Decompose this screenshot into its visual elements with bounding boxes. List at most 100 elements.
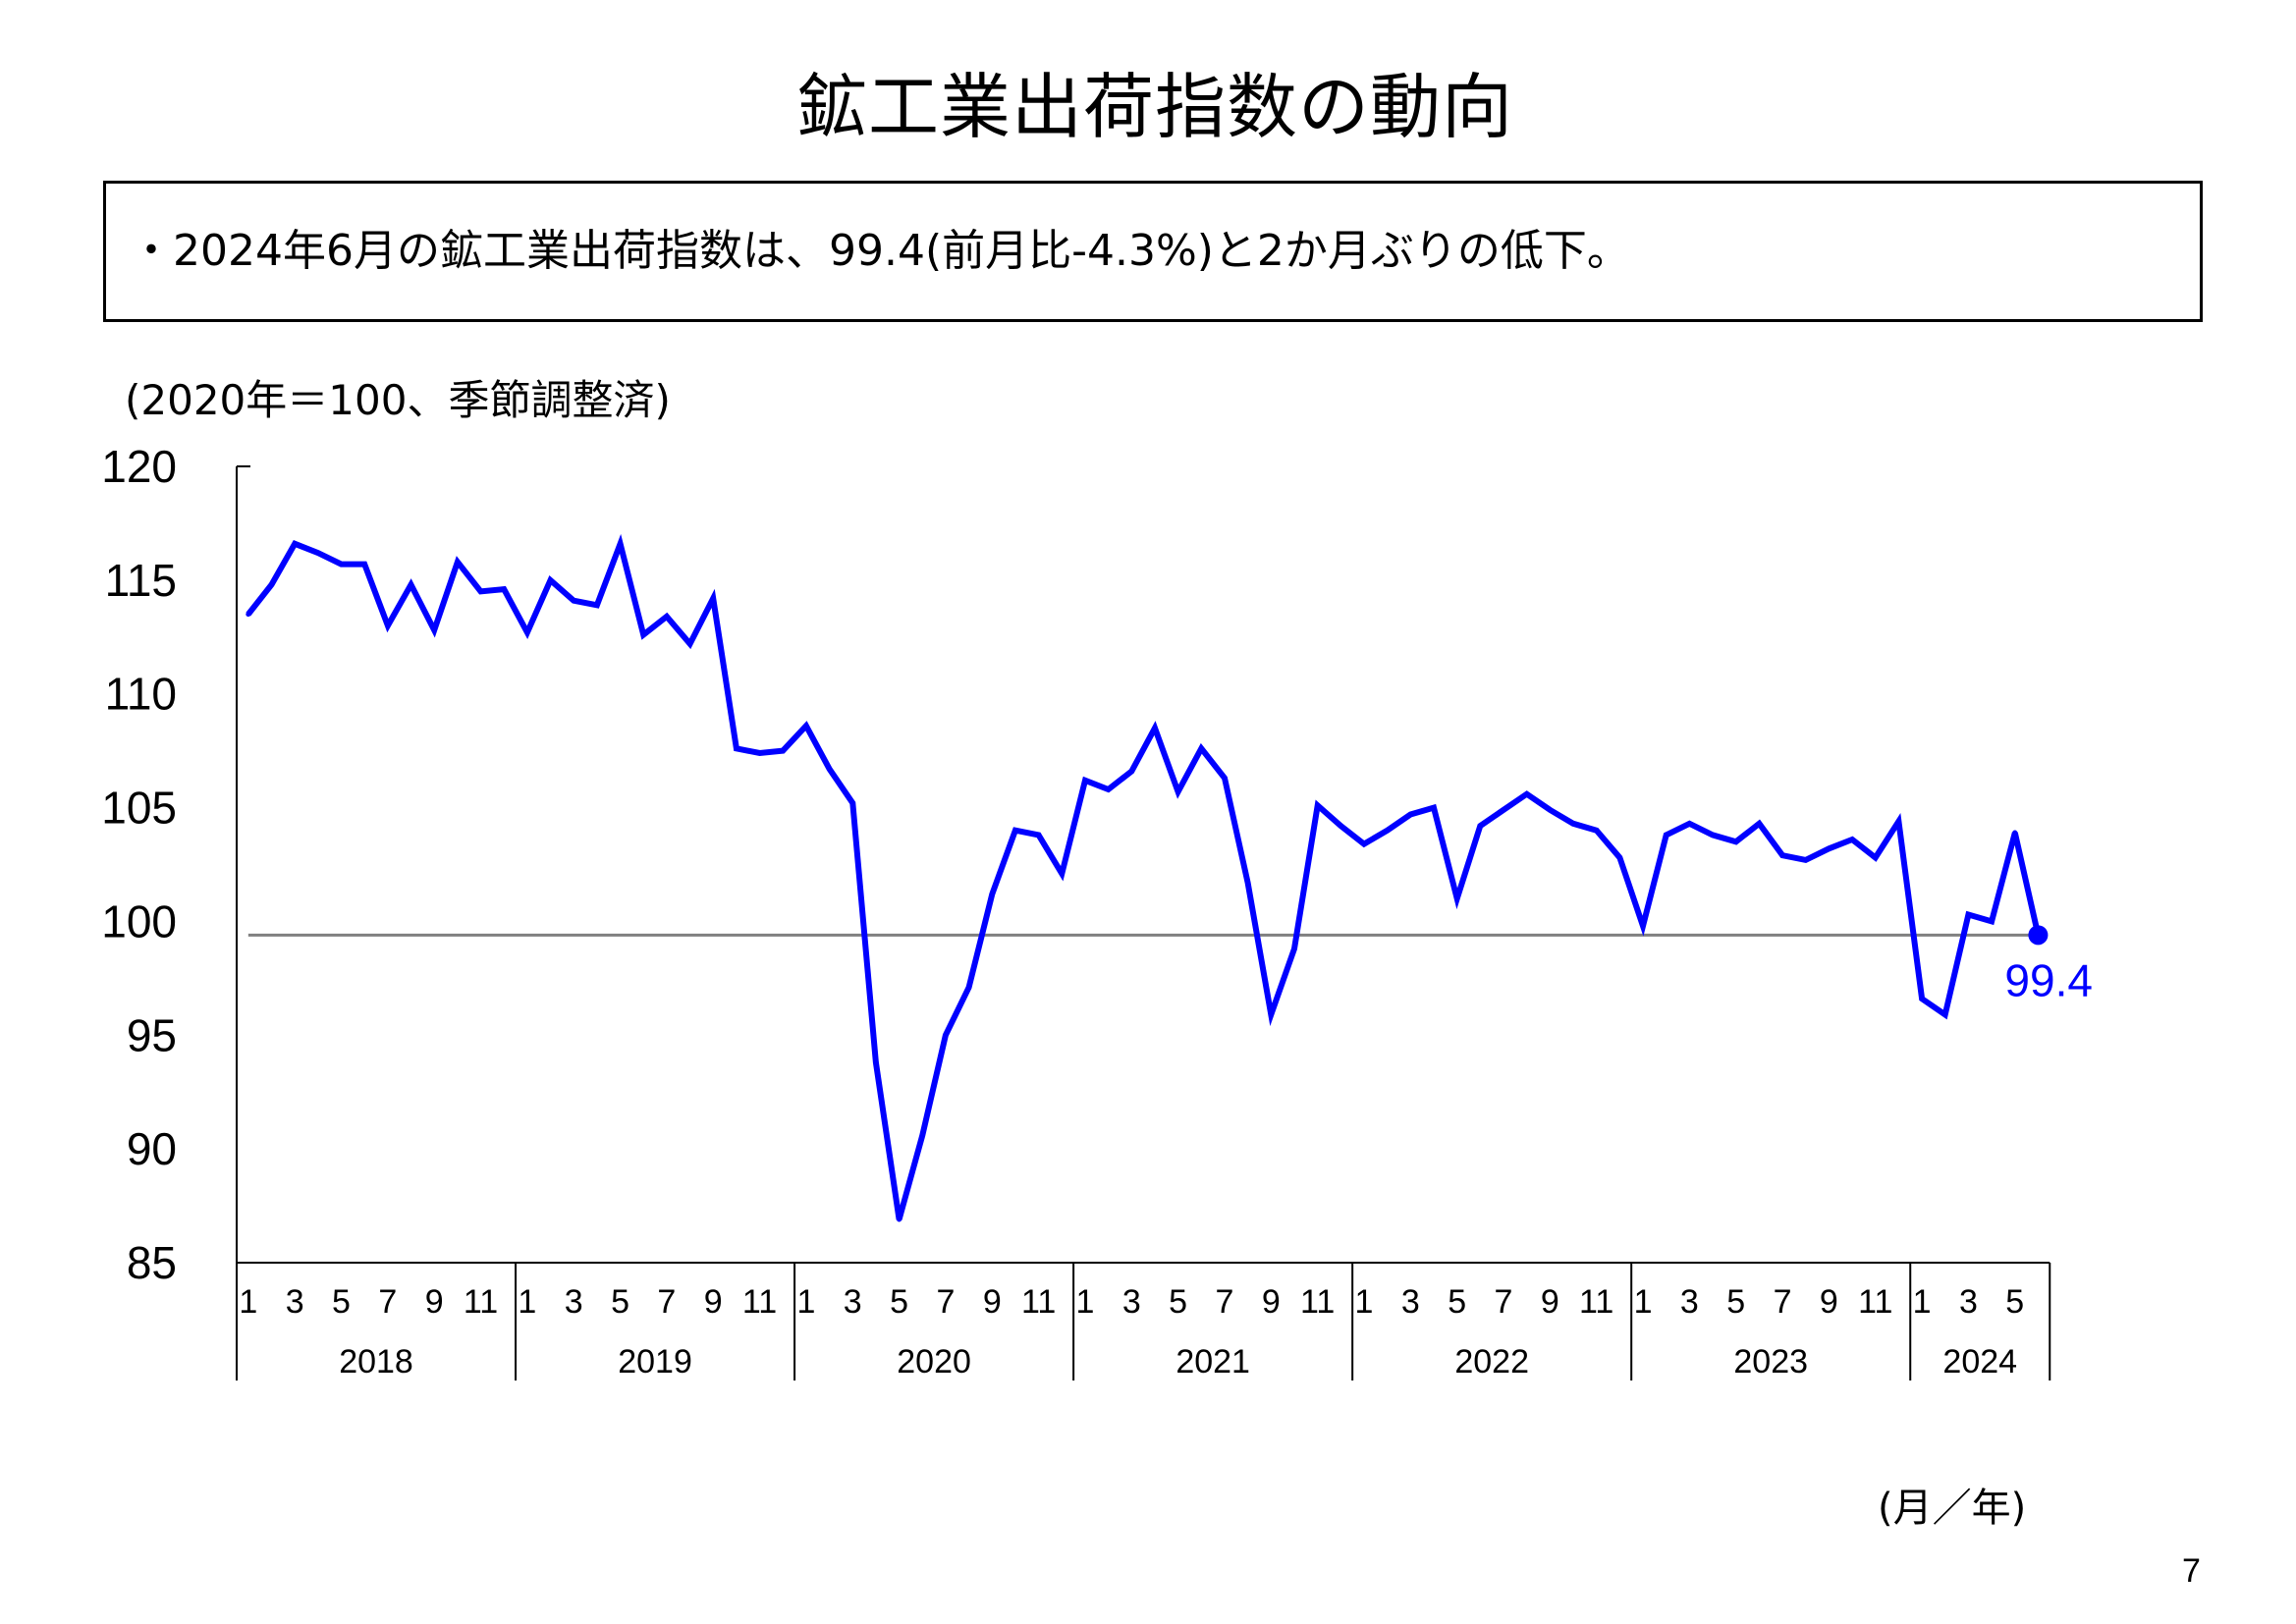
data-point <box>1082 778 1088 784</box>
x-tick-label-month: 5 <box>890 1283 908 1321</box>
data-point <box>989 892 995 897</box>
data-point <box>292 541 298 547</box>
data-point <box>548 577 554 583</box>
data-point <box>1895 818 1901 824</box>
data-point <box>1849 837 1855 842</box>
data-point <box>1222 775 1228 781</box>
data-point <box>1803 857 1809 863</box>
x-tick-label-month: 11 <box>1858 1283 1892 1321</box>
series-line <box>246 533 2042 1220</box>
data-point <box>478 588 484 594</box>
y-axis-unit-label: (2020年＝100、季節調整済) <box>125 376 671 424</box>
data-point <box>1338 823 1343 829</box>
data-point <box>897 1217 902 1222</box>
data-point <box>409 581 414 587</box>
x-tick-label-month: 7 <box>657 1283 676 1321</box>
data-point <box>757 750 763 756</box>
x-tick-label-month: 11 <box>1579 1283 1613 1321</box>
x-tick-label-month: 7 <box>936 1283 955 1321</box>
summary-text: ・2024年6月の鉱工業出荷指数は、99.4(前月比-4.3%)と2か月ぶりの低… <box>130 226 1630 276</box>
data-point <box>803 723 809 729</box>
data-point <box>1315 802 1321 808</box>
data-point <box>849 800 855 806</box>
y-tick-label: 100 <box>101 895 177 947</box>
y-tick-label: 105 <box>101 783 177 834</box>
data-point <box>385 623 391 628</box>
data-point <box>1710 832 1716 838</box>
data-point <box>1198 745 1204 751</box>
data-point <box>687 641 693 647</box>
x-tick-label-month: 3 <box>286 1283 304 1321</box>
x-tick-label-month: 11 <box>464 1283 498 1321</box>
data-point <box>943 1032 949 1038</box>
data-point <box>1431 805 1437 811</box>
data-point <box>1664 832 1669 838</box>
data-point <box>1291 946 1297 951</box>
x-tick-label-year: 2024 <box>1942 1343 2017 1380</box>
data-point <box>618 541 624 547</box>
data-point <box>1454 895 1460 901</box>
data-point <box>1686 821 1692 827</box>
x-tick-label-month: 3 <box>1680 1283 1699 1321</box>
y-tick-label: 115 <box>105 555 177 606</box>
x-tick-label-month: 3 <box>1122 1283 1141 1321</box>
x-tick-label-month: 9 <box>983 1283 1002 1321</box>
y-tick-label: 120 <box>101 441 177 492</box>
x-tick-label-month: 9 <box>425 1283 444 1321</box>
page-number: 7 <box>2182 1552 2201 1590</box>
x-tick-label-month: 5 <box>1169 1283 1187 1321</box>
x-tick-label-month: 11 <box>742 1283 777 1321</box>
data-point <box>1826 845 1831 851</box>
data-point <box>361 562 367 568</box>
data-point <box>1361 841 1367 847</box>
data-point <box>269 581 275 587</box>
data-point <box>1385 828 1391 834</box>
data-point <box>2012 830 2018 836</box>
x-tick-label-year: 2021 <box>1175 1343 1250 1380</box>
data-point <box>1268 1011 1274 1017</box>
x-tick-label-month: 9 <box>1820 1283 1838 1321</box>
x-tick-label-month: 1 <box>796 1283 815 1321</box>
y-tick-label: 85 <box>127 1237 177 1288</box>
data-point <box>246 612 251 618</box>
x-tick-label-month: 5 <box>1726 1283 1745 1321</box>
data-point <box>1036 832 1042 838</box>
data-point <box>1570 821 1576 827</box>
data-point <box>455 559 461 565</box>
x-tick-label-month: 5 <box>332 1283 351 1321</box>
x-axis-unit-label: (月／年) <box>1878 1486 2027 1531</box>
data-point <box>594 602 600 608</box>
data-point <box>501 586 507 592</box>
y-tick-label: 90 <box>127 1123 177 1174</box>
x-tick-label-month: 7 <box>1216 1283 1234 1321</box>
x-tick-label-month: 11 <box>1021 1283 1056 1321</box>
x-tick-label-month: 3 <box>565 1283 583 1321</box>
x-tick-label-month: 1 <box>239 1283 257 1321</box>
data-point <box>339 562 345 568</box>
data-point <box>1524 791 1530 797</box>
data-point <box>1942 1011 1948 1017</box>
data-point <box>1919 996 1925 1001</box>
data-point <box>1989 918 1995 924</box>
data-point <box>431 627 437 633</box>
data-point <box>710 595 716 601</box>
data-point <box>919 1132 925 1138</box>
data-point <box>1152 725 1158 731</box>
data-point <box>1779 852 1785 858</box>
data-point <box>1965 911 1971 917</box>
data-point <box>1106 786 1112 792</box>
data-point <box>1407 812 1413 818</box>
data-point <box>1616 855 1622 861</box>
x-tick-label-month: 3 <box>844 1283 862 1321</box>
x-tick-label-month: 1 <box>1355 1283 1374 1321</box>
data-point <box>524 629 530 635</box>
x-tick-label-year: 2023 <box>1733 1343 1808 1380</box>
data-point <box>1245 880 1251 886</box>
x-tick-label-month: 1 <box>518 1283 536 1321</box>
x-tick-label-month: 5 <box>611 1283 629 1321</box>
data-point <box>640 631 646 637</box>
y-tick-label: 110 <box>105 669 177 720</box>
